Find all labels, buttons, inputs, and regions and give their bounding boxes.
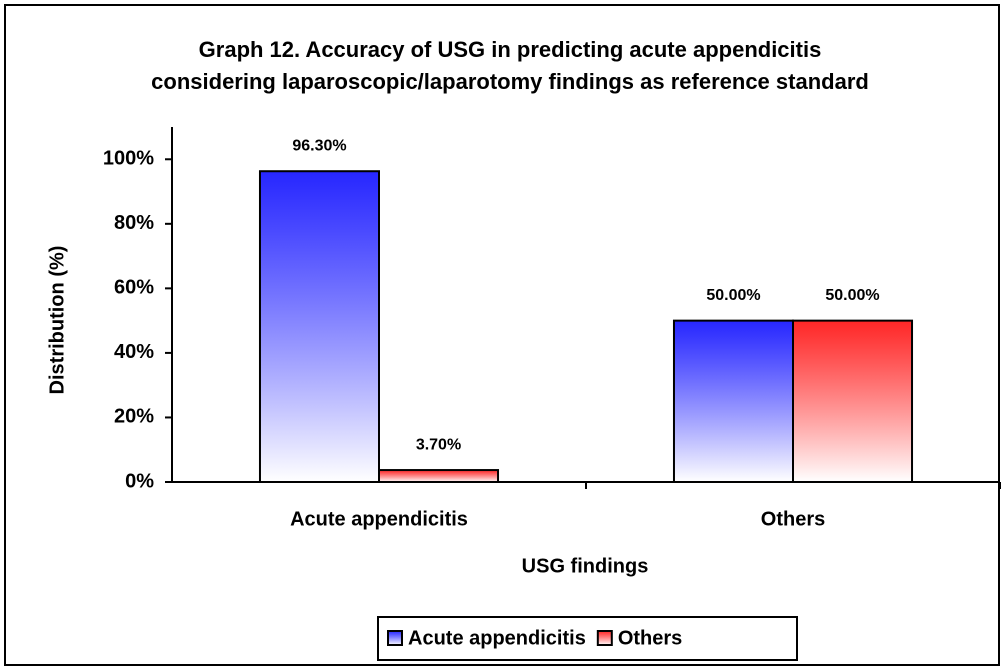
legend-swatch (387, 630, 403, 646)
y-tick-label: 80% (114, 212, 154, 234)
y-tick-label: 60% (114, 277, 154, 299)
x-axis-label: USG findings (522, 555, 649, 577)
legend-label: Acute appendicitis (408, 627, 586, 649)
y-tick-label: 0% (125, 470, 154, 492)
y-axis-label: Distribution (%) (46, 246, 68, 395)
y-tick-label: 20% (114, 406, 154, 428)
data-label: 50.00% (825, 287, 879, 304)
x-tick-label: Others (761, 508, 825, 530)
chart-title: Graph 12. Accuracy of USG in predicting … (151, 37, 869, 94)
legend-label: Others (618, 627, 682, 649)
x-tick-label: Acute appendicitis (290, 508, 468, 530)
data-label: 50.00% (706, 287, 760, 304)
y-tick-label: 40% (114, 341, 154, 363)
data-label: 3.70% (416, 436, 461, 453)
y-tick-label: 100% (103, 148, 154, 170)
bar (258, 170, 381, 484)
data-label: 96.30% (292, 137, 346, 154)
bar (378, 469, 500, 483)
legend-box (377, 616, 798, 661)
bar (672, 319, 794, 483)
legend-swatch (596, 630, 613, 646)
bar (792, 319, 914, 483)
